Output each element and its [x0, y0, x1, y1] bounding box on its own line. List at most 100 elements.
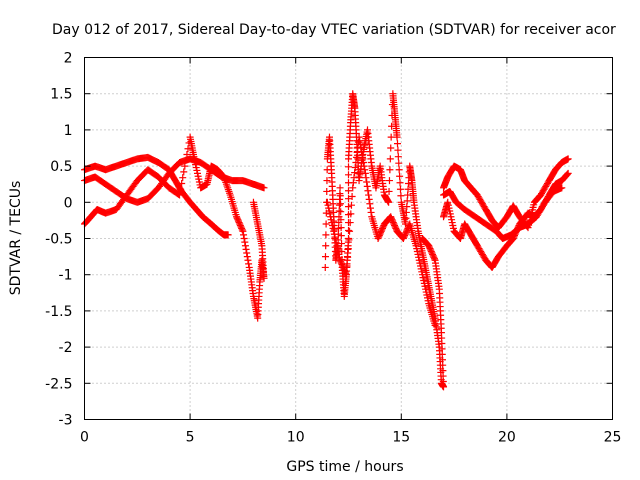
data-point: [174, 190, 182, 198]
data-point: [360, 162, 368, 170]
data-point: [181, 162, 189, 170]
y-tick-label: 2: [64, 51, 73, 67]
data-point: [385, 187, 393, 195]
data-point: [349, 179, 357, 187]
data-point: [363, 178, 371, 186]
data-point: [345, 171, 352, 179]
data-point: [359, 155, 367, 163]
chart-title: Day 012 of 2017, Sidereal Day-to-day VTE…: [52, 22, 616, 38]
data-point: [365, 191, 373, 199]
data-point: [347, 210, 355, 218]
data-point: [336, 192, 344, 200]
data-point: [337, 208, 345, 216]
series-trace-f: [440, 155, 572, 232]
data-point: [346, 227, 354, 235]
data-point: [241, 238, 249, 246]
data-point: [394, 146, 402, 154]
data-point: [336, 200, 344, 208]
data-point: [361, 166, 369, 174]
data-point: [393, 140, 401, 148]
data-point: [396, 185, 404, 193]
data-point: [418, 235, 426, 242]
data-point: [337, 216, 345, 224]
y-axis: -3 -2.5 -2 -1.5 -1 -0.5 0 0.5 1 1.5 2: [45, 51, 613, 429]
data-point: [345, 163, 352, 171]
x-tick-label: 5: [186, 430, 195, 446]
data-point: [357, 144, 365, 152]
data-point: [337, 224, 345, 232]
data-point: [347, 201, 355, 209]
data-point: [359, 158, 367, 166]
data-point: [249, 198, 257, 206]
data-point: [420, 236, 428, 244]
y-tick-label: 0.5: [50, 159, 72, 175]
y-tick-label: 0: [64, 195, 73, 211]
data-point: [323, 177, 331, 185]
data-point: [362, 174, 370, 182]
data-point: [176, 191, 184, 199]
data-point: [395, 166, 403, 174]
x-tick-label: 10: [287, 430, 305, 446]
data-point: [364, 187, 372, 195]
data-point: [342, 269, 350, 277]
data-point: [358, 148, 366, 156]
data-point: [396, 172, 404, 180]
data-point: [240, 231, 248, 239]
data-point: [367, 208, 375, 216]
x-tick-label: 0: [80, 430, 89, 446]
series-trace-e: [323, 133, 439, 329]
data-point: [419, 235, 427, 243]
series-trace-c: [81, 133, 268, 322]
data-point: [338, 240, 346, 248]
data-point: [177, 185, 185, 193]
data-point: [241, 242, 249, 250]
data-point: [564, 169, 572, 177]
data-point: [184, 145, 192, 153]
data-point: [366, 200, 374, 208]
data-point: [322, 242, 330, 250]
data-point: [352, 158, 360, 166]
data-point: [178, 179, 186, 187]
series-trace-d: [321, 90, 448, 391]
y-tick-label: -2: [59, 340, 73, 356]
data-point: [322, 220, 330, 228]
data-point: [353, 148, 361, 156]
data-point: [245, 260, 253, 268]
data-point: [321, 263, 329, 271]
data-point: [563, 171, 571, 179]
data-point: [386, 166, 394, 174]
data-point: [397, 192, 405, 200]
data-point: [558, 184, 566, 192]
data-point: [387, 144, 395, 152]
x-tick-label: 15: [392, 430, 410, 446]
data-point: [394, 153, 402, 161]
data-point: [348, 193, 356, 201]
data-point: [240, 235, 248, 242]
x-tick-label: 25: [604, 430, 622, 446]
y-axis-title: SDTVAR / TECUs: [8, 181, 24, 296]
data-point: [351, 169, 359, 177]
data-point: [396, 179, 404, 187]
data-point: [393, 133, 401, 141]
data-point: [365, 195, 373, 203]
data-point: [243, 253, 251, 261]
y-tick-label: -0.5: [45, 232, 72, 248]
data-point: [182, 156, 190, 164]
y-tick-label: 1: [64, 123, 73, 139]
data-point: [387, 133, 395, 141]
data-point: [336, 184, 344, 192]
data-point: [179, 174, 187, 182]
data-point: [385, 177, 393, 185]
data-point: [343, 262, 351, 270]
data-point: [242, 245, 250, 253]
data-point: [385, 198, 393, 206]
data-point: [366, 204, 374, 212]
data-point: [342, 271, 350, 279]
data-point: [344, 253, 352, 261]
x-axis-title: GPS time / hours: [286, 459, 403, 475]
data-point: [224, 231, 232, 239]
data-point: [386, 155, 394, 163]
data-point: [395, 159, 403, 167]
data-point: [351, 164, 359, 172]
data-point: [344, 245, 352, 253]
